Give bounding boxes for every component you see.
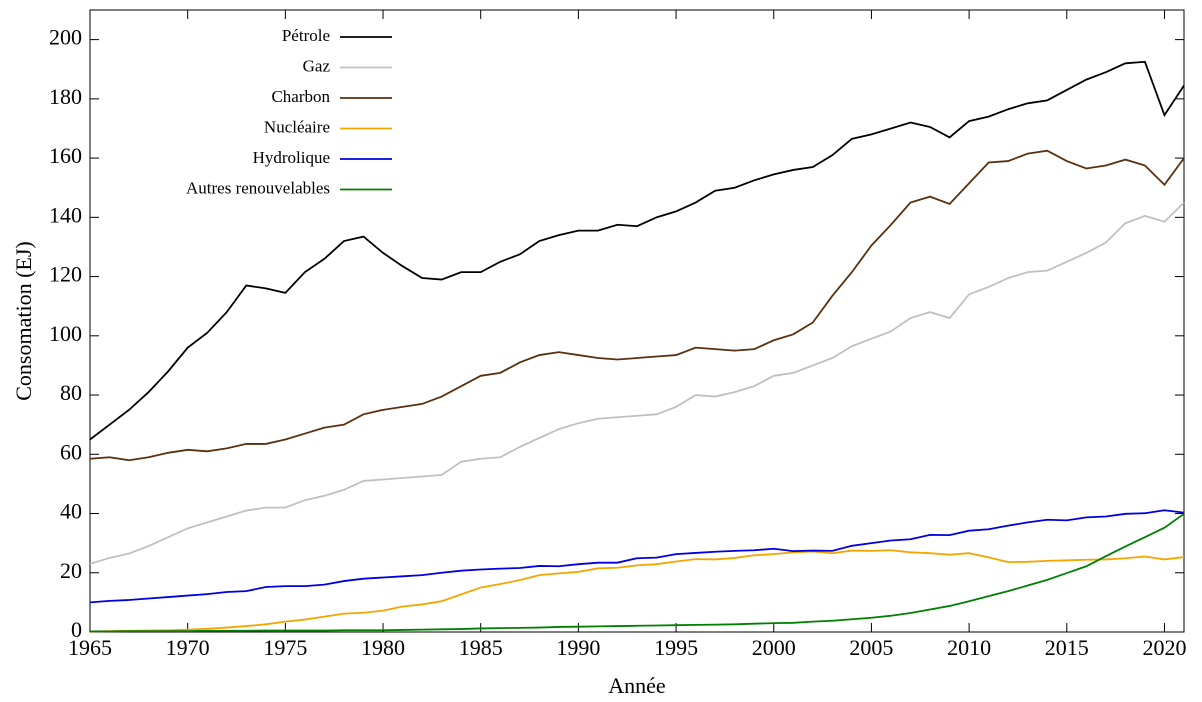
line-series	[89, 549, 1185, 633]
line-series	[89, 201, 1185, 565]
plot-frame	[89, 9, 1185, 633]
x-tick-label: 2015	[1045, 635, 1089, 660]
y-tick-label: 100	[49, 321, 82, 346]
y-tick-label: 140	[49, 202, 82, 227]
line-series	[89, 149, 1185, 462]
y-tick-label: 180	[49, 84, 82, 109]
legend-label: Gaz	[303, 56, 331, 75]
x-tick-label: 1970	[166, 635, 210, 660]
legend-label: Nucléaire	[264, 117, 330, 136]
x-tick-label: 1995	[654, 635, 698, 660]
x-tick-label: 2005	[849, 635, 893, 660]
line-series	[90, 513, 1185, 633]
legend-label: Charbon	[271, 87, 330, 106]
y-axis-label: Consomation (EJ)	[11, 241, 36, 401]
x-tick-label: 2000	[752, 635, 796, 660]
x-tick-label: 2020	[1142, 635, 1186, 660]
y-tick-label: 160	[49, 143, 82, 168]
line-series	[89, 60, 1185, 441]
x-tick-label: 1965	[68, 635, 112, 660]
x-tick-label: 1980	[361, 635, 405, 660]
y-tick-label: 0	[71, 617, 82, 642]
x-tick-label: 1975	[263, 635, 307, 660]
legend-label: Hydrolique	[253, 148, 330, 167]
legend-label: Pétrole	[282, 26, 330, 45]
y-tick-label: 200	[49, 25, 82, 50]
y-tick-label: 20	[60, 558, 82, 583]
legend-label: Autres renouvelables	[186, 178, 330, 197]
x-tick-label: 2010	[947, 635, 991, 660]
x-tick-label: 1985	[459, 635, 503, 660]
line-series	[89, 509, 1185, 604]
y-tick-label: 80	[60, 380, 82, 405]
x-tick-label: 1990	[556, 635, 600, 660]
x-axis-label: Année	[608, 673, 665, 698]
y-tick-label: 60	[60, 439, 82, 464]
y-tick-label: 40	[60, 499, 82, 524]
y-tick-label: 120	[49, 262, 82, 287]
